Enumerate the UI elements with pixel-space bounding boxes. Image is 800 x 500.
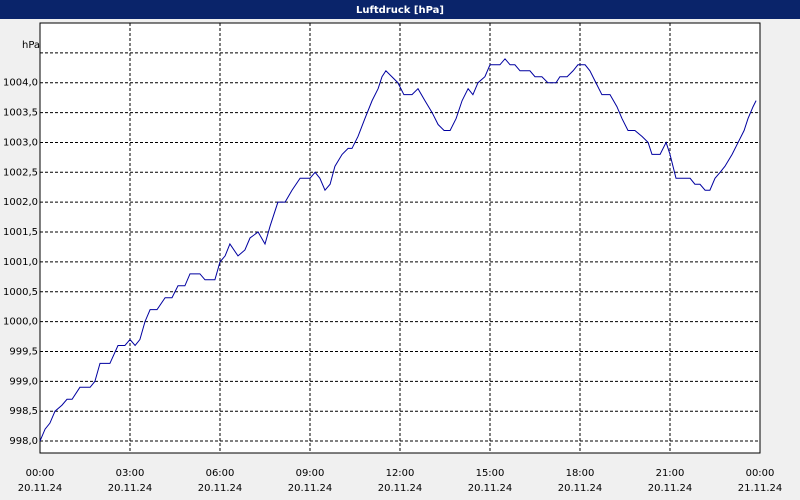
plot-border xyxy=(39,22,761,454)
y-tick-label: 1002,0 xyxy=(3,197,38,208)
y-tick-label: 1001,5 xyxy=(3,227,38,238)
x-tick-label: 20.11.24 xyxy=(18,483,63,494)
x-tick-label: 12:00 xyxy=(386,468,415,479)
y-tick-label: 1000,5 xyxy=(3,287,38,298)
x-tick-label: 09:00 xyxy=(296,468,325,479)
y-tick-label: 999,5 xyxy=(9,346,38,357)
y-tick-label: 999,0 xyxy=(9,376,38,387)
x-tick-label: 18:00 xyxy=(566,468,595,479)
x-tick-label: 15:00 xyxy=(476,468,505,479)
y-tick-label: 1001,0 xyxy=(3,257,38,268)
y-tick-label: 1002,5 xyxy=(3,167,38,178)
x-tick-label: 21:00 xyxy=(656,468,685,479)
x-tick-label: 21.11.24 xyxy=(738,483,783,494)
y-tick-label: 1003,5 xyxy=(3,108,38,119)
x-tick-label: 00:00 xyxy=(746,468,775,479)
y-tick-label: 1003,0 xyxy=(3,137,38,148)
y-tick-label: 1000,0 xyxy=(3,317,38,328)
x-tick-label: 06:00 xyxy=(206,468,235,479)
x-tick-label: 20.11.24 xyxy=(108,483,153,494)
y-tick-label: 998,5 xyxy=(9,406,38,417)
x-tick-label: 20.11.24 xyxy=(198,483,243,494)
x-tick-label: 00:00 xyxy=(26,468,55,479)
x-tick-label: 03:00 xyxy=(116,468,145,479)
data-line xyxy=(39,58,757,442)
x-tick-label: 20.11.24 xyxy=(558,483,603,494)
x-tick-label: 20.11.24 xyxy=(288,483,333,494)
y-tick-label: 998,0 xyxy=(9,436,38,447)
chart-title: Luftdruck [hPa] xyxy=(356,5,444,16)
y-tick-label: 1004,0 xyxy=(3,78,38,89)
x-tick-label: 20.11.24 xyxy=(378,483,423,494)
title-bar xyxy=(0,0,800,19)
y-axis-label: hPa xyxy=(22,40,40,51)
x-tick-label: 20.11.24 xyxy=(648,483,693,494)
x-tick-label: 20.11.24 xyxy=(468,483,513,494)
